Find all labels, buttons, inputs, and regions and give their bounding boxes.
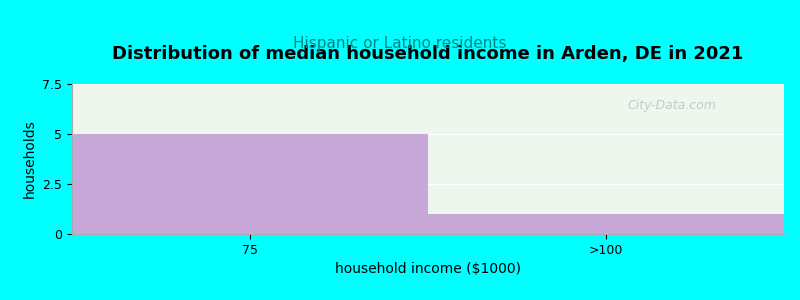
Text: City-Data.com: City-Data.com xyxy=(627,99,716,112)
Bar xyxy=(428,214,784,234)
X-axis label: household income ($1000): household income ($1000) xyxy=(335,262,521,276)
Text: Hispanic or Latino residents: Hispanic or Latino residents xyxy=(294,36,506,51)
Y-axis label: households: households xyxy=(22,120,37,198)
Title: Distribution of median household income in Arden, DE in 2021: Distribution of median household income … xyxy=(112,45,744,63)
Bar xyxy=(72,134,428,234)
